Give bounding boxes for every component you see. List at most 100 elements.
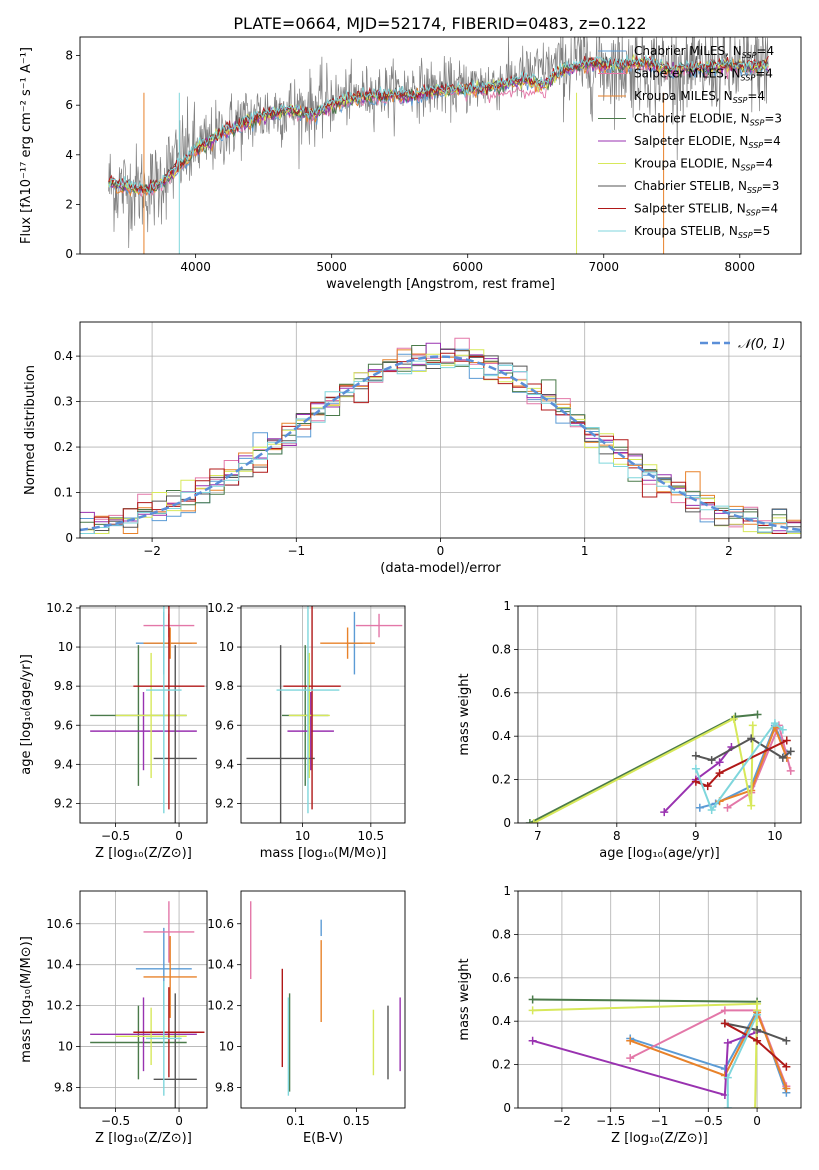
x-tick-label: 7000 (588, 260, 619, 274)
y-tick-label: 10.4 (207, 958, 234, 972)
x-axis-label: wavelength [Angstrom, rest frame] (326, 277, 555, 292)
y-tick-label: 9.8 (215, 1081, 234, 1095)
y-tick-label: 10 (219, 1040, 234, 1054)
weight-marker-kroupa-miles (626, 1036, 635, 1045)
weight-marker-salpeter-stelib (703, 782, 712, 791)
y-tick-label: 1 (503, 599, 511, 613)
x-axis-label: mass [log₁₀(M/M⊙)] (260, 846, 387, 861)
y-tick-label: 0.4 (492, 729, 511, 743)
plot-area (518, 891, 801, 1108)
y-tick-label: 9.4 (215, 757, 234, 771)
y-tick-label: 0.3 (54, 395, 73, 409)
weight-marker-chabrier-stelib (691, 751, 700, 760)
y-tick-label: 9.8 (215, 679, 234, 693)
weight-marker-kroupa-elodie (748, 721, 757, 730)
weight-marker-kroupa-stelib (691, 764, 700, 773)
x-tick-label: −0.5 (694, 1114, 723, 1128)
y-tick-label: 0 (65, 247, 73, 261)
weight-line-kroupa-miles (629, 1010, 788, 1089)
weight-marker-chabrier-stelib (747, 734, 756, 743)
x-tick-label: 4000 (180, 260, 211, 274)
x-axis-label: Z [log₁₀(Z/Z⊙)] (611, 1131, 708, 1146)
x-tick-label: −1 (651, 1114, 669, 1128)
histogram-salpeter-elodie (80, 342, 801, 534)
y-tick-label: 10 (58, 640, 73, 654)
legend-label-salpeter-stelib: Salpeter STELIB, NSSP=4 (634, 202, 778, 218)
weight-marker-salpeter-stelib (782, 736, 791, 745)
weight-marker-chabrier-miles (695, 803, 704, 812)
weight-marker-salpeter-elodie (715, 758, 724, 767)
y-axis-label: age [log₁₀(age/yr)] (19, 654, 34, 775)
y-tick-label: 9.8 (54, 679, 73, 693)
weight-marker-salpeter-stelib (691, 777, 700, 786)
weight-marker-chabrier-elodie (525, 819, 534, 823)
x-axis-label: Z [log₁₀(Z/Z⊙)] (95, 846, 192, 861)
y-tick-label: 0.2 (492, 773, 511, 787)
weight-marker-kroupa-stelib (707, 805, 716, 814)
weight-marker-salpeter-stelib (753, 1036, 762, 1045)
weight-line-salpeter-elodie (532, 1031, 758, 1097)
weight-marker-kroupa-elodie (528, 1006, 537, 1015)
weight-marker-salpeter-stelib (720, 1019, 729, 1028)
plot-area (80, 891, 207, 1108)
weight-marker-chabrier-stelib (753, 1025, 762, 1034)
axes-frame (240, 890, 406, 1109)
histogram-kroupa-stelib (80, 360, 801, 534)
legend-label-kroupa-miles: Kroupa MILES, NSSP=4 (634, 89, 765, 105)
weight-line-chabrier-elodie (532, 998, 758, 1003)
plot-area (518, 606, 801, 823)
x-axis-label: E(B-V) (303, 1131, 343, 1146)
y-tick-label: 9.2 (215, 796, 234, 810)
plot-area (241, 606, 405, 823)
legend-label-kroupa-stelib: Kroupa STELIB, NSSP=5 (634, 224, 770, 240)
y-tick-label: 9.6 (54, 718, 73, 732)
x-tick-label: 10 (767, 829, 782, 843)
plot-area (80, 322, 801, 538)
y-tick-label: 0 (503, 816, 511, 830)
y-axis-label: mass [log₁₀(M/M⊙)] (19, 936, 34, 1063)
x-tick-label: 6000 (452, 260, 483, 274)
weight-marker-salpeter-miles (723, 803, 732, 812)
axes-frame (517, 890, 802, 1109)
x-tick-label: −2 (553, 1114, 571, 1128)
plot-area (250, 901, 401, 1096)
weight-marker-chabrier-stelib (707, 756, 716, 765)
panel-weight_vs_Z: −2 −1.5 −1 −0.5 0 0 0.2 0.4 0.6 0.8 1 Z [log₁₀(Z/Z⊙… (457, 884, 802, 1146)
weight-marker-kroupa-stelib (770, 719, 779, 728)
x-tick-label: 0 (437, 544, 445, 558)
panel-residuals: −2 −1 0 1 2 0 0.1 0.2 0.3 0.4 (data-model)/error No… (23, 321, 802, 576)
plot-area (80, 606, 207, 823)
axes-frame (79, 36, 802, 255)
y-tick-label: 10.4 (46, 958, 73, 972)
x-tick-label: 0 (175, 1114, 183, 1128)
y-tick-label: 10.6 (46, 917, 73, 931)
y-axis-label: mass weight (457, 958, 472, 1040)
x-tick-label: 9 (692, 829, 700, 843)
weight-marker-chabrier-elodie (528, 995, 537, 1004)
y-tick-label: 10.2 (46, 999, 73, 1013)
x-tick-label: −2 (143, 544, 161, 558)
legend-label-salpeter-miles: Salpeter MILES, NSSP=4 (634, 67, 773, 83)
y-tick-label: 6 (65, 98, 73, 112)
y-tick-label: 10 (58, 1040, 73, 1054)
weight-marker-chabrier-stelib (786, 747, 795, 756)
axes-frame (240, 605, 406, 824)
histogram-salpeter-stelib (80, 352, 801, 534)
weight-marker-kroupa-elodie (529, 819, 538, 823)
y-tick-label: 9.2 (54, 796, 73, 810)
weight-marker-chabrier-elodie (753, 710, 762, 719)
legend-label-chabrier-miles: Chabrier MILES, NSSP=4 (634, 44, 774, 60)
weight-marker-kroupa-elodie (751, 1104, 760, 1108)
weight-marker-salpeter-miles (626, 1054, 635, 1063)
weight-line-salpeter-miles (726, 722, 792, 809)
y-tick-label: 9.8 (54, 1081, 73, 1095)
y-tick-label: 10.2 (46, 601, 73, 615)
y-axis-label: Normed distribution (23, 365, 38, 495)
y-tick-label: 2 (65, 197, 73, 211)
legend-label-chabrier-elodie: Chabrier ELODIE, NSSP=3 (634, 112, 782, 128)
y-axis-label: mass weight (457, 673, 472, 755)
x-tick-label: 0.15 (343, 1114, 370, 1128)
panel-weight_vs_age: 7 8 9 10 0 0.2 0.4 0.6 0.8 1 age [log₁₀(age/yr)] ma… (457, 599, 802, 861)
legend-label-salpeter-elodie: Salpeter ELODIE, NSSP=4 (634, 134, 781, 150)
